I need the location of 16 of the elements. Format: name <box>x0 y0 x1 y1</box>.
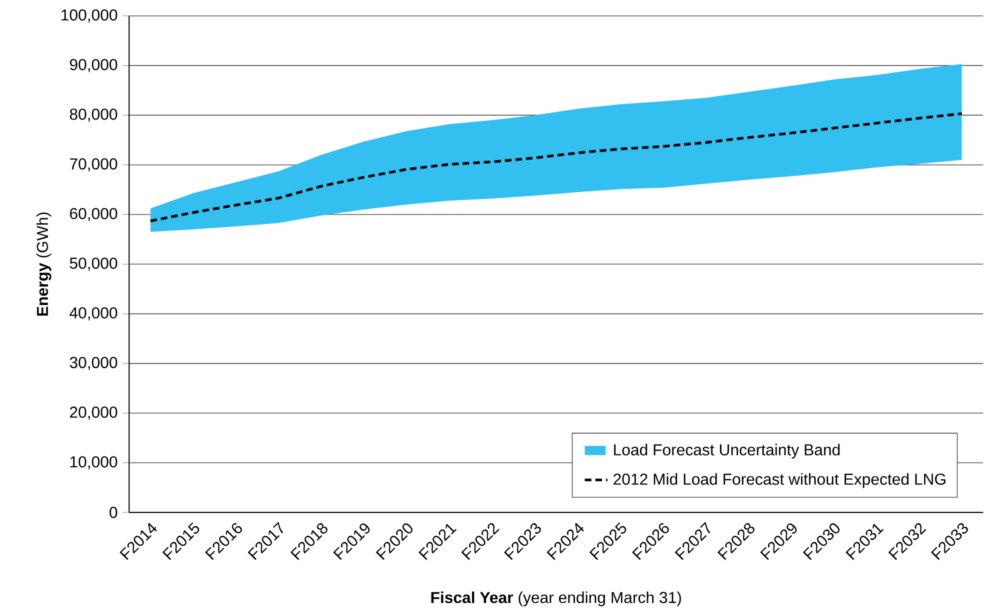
y-tick-label: 90,000 <box>70 59 118 72</box>
y-tick-label: 40,000 <box>70 307 118 321</box>
y-tick-label: 30,000 <box>70 357 118 370</box>
y-tick-label: 80,000 <box>70 108 118 122</box>
y-tick-label: 10,000 <box>70 456 118 470</box>
annotation: Load Forecast Uncertainty Band <box>614 444 840 459</box>
y-tick-label: 50,000 <box>70 258 118 271</box>
y-axis-title: Energy (GWh) <box>36 212 52 316</box>
y-tick-label: 0 <box>110 506 118 518</box>
x-axis-title: Fiscal Year (year ending March 31) <box>431 592 681 606</box>
legend-label: 2012 Mid Load Forecast without Expected LNG <box>614 473 946 488</box>
y-tick-label: 100,000 <box>62 9 118 23</box>
y-tick-label: 60,000 <box>70 208 118 222</box>
y-tick-label: 20,000 <box>70 406 118 420</box>
line-series <box>149 112 964 222</box>
y-tick-label: 70,000 <box>70 158 118 172</box>
